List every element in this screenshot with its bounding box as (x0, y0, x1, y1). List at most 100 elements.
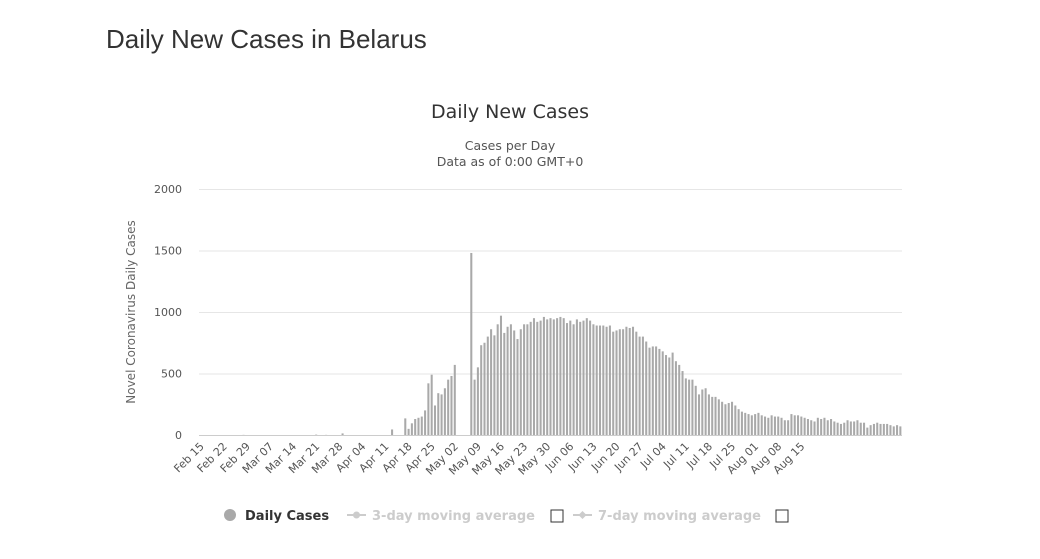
bar[interactable] (886, 423, 889, 435)
bar[interactable] (856, 420, 859, 435)
bar[interactable] (760, 415, 763, 435)
bar[interactable] (575, 319, 578, 435)
bar[interactable] (820, 419, 823, 435)
bar[interactable] (559, 316, 562, 435)
bar[interactable] (876, 422, 879, 435)
bar[interactable] (863, 422, 866, 435)
bar[interactable] (552, 319, 555, 435)
bar[interactable] (717, 399, 720, 435)
bar[interactable] (622, 329, 625, 435)
bar[interactable] (437, 393, 440, 435)
bar[interactable] (516, 339, 519, 435)
bar[interactable] (556, 318, 559, 435)
bar[interactable] (513, 330, 516, 435)
bar[interactable] (453, 364, 456, 435)
bar[interactable] (407, 428, 410, 435)
bar[interactable] (404, 418, 407, 435)
bar[interactable] (509, 324, 512, 435)
bar[interactable] (658, 348, 661, 435)
bar[interactable] (618, 329, 621, 435)
bar[interactable] (414, 419, 417, 435)
bar[interactable] (503, 332, 506, 435)
bar[interactable] (734, 405, 737, 435)
checkbox-7-day-average[interactable] (775, 509, 789, 523)
bar[interactable] (823, 417, 826, 435)
bar[interactable] (598, 325, 602, 435)
bar[interactable] (641, 336, 644, 435)
bar[interactable] (664, 355, 668, 435)
bar[interactable] (615, 330, 618, 435)
bar[interactable] (727, 403, 730, 435)
bar[interactable] (602, 325, 605, 435)
bar[interactable] (754, 414, 757, 435)
bar[interactable] (750, 415, 753, 435)
bar[interactable] (417, 417, 420, 435)
bar[interactable] (443, 388, 446, 435)
bar[interactable] (899, 426, 902, 435)
bar[interactable] (536, 321, 539, 435)
bar[interactable] (631, 326, 635, 435)
bar[interactable] (688, 379, 691, 435)
bar[interactable] (433, 405, 437, 435)
bar[interactable] (711, 396, 714, 435)
bar[interactable] (519, 329, 522, 435)
bar[interactable] (853, 421, 856, 435)
bar[interactable] (671, 352, 674, 435)
bar[interactable] (740, 411, 743, 435)
checkbox-3-day-average[interactable] (550, 509, 564, 523)
bar[interactable] (638, 336, 641, 435)
bar[interactable] (777, 416, 780, 435)
bar[interactable] (797, 415, 800, 435)
bar[interactable] (787, 420, 790, 435)
bar[interactable] (608, 325, 611, 435)
bar[interactable] (569, 320, 572, 435)
bar[interactable] (879, 423, 882, 435)
bar[interactable] (681, 371, 684, 435)
bar[interactable] (846, 420, 849, 435)
bar[interactable] (806, 419, 809, 435)
bar[interactable] (579, 321, 582, 435)
bar[interactable] (506, 326, 509, 435)
bar[interactable] (440, 394, 443, 435)
bar[interactable] (476, 367, 479, 435)
bar[interactable] (698, 394, 701, 435)
bar[interactable] (490, 329, 493, 435)
bar[interactable] (813, 421, 816, 435)
bar[interactable] (767, 417, 770, 435)
bar[interactable] (625, 326, 628, 435)
bar[interactable] (790, 414, 793, 435)
bar[interactable] (420, 416, 423, 435)
bar[interactable] (674, 361, 677, 435)
bar[interactable] (800, 416, 803, 435)
bar[interactable] (589, 320, 592, 435)
bar[interactable] (896, 425, 899, 435)
bar[interactable] (889, 425, 892, 435)
bar[interactable] (341, 433, 344, 435)
bar[interactable] (483, 342, 486, 435)
bar[interactable] (532, 318, 536, 435)
bar[interactable] (839, 423, 842, 435)
bar[interactable] (562, 318, 565, 435)
bar[interactable] (707, 394, 710, 435)
bar[interactable] (793, 415, 796, 435)
bar[interactable] (803, 417, 806, 435)
bar[interactable] (470, 252, 473, 435)
bar[interactable] (701, 389, 704, 435)
bar[interactable] (836, 422, 839, 435)
bar[interactable] (704, 388, 707, 435)
bar[interactable] (869, 425, 872, 435)
bar[interactable] (529, 321, 532, 435)
bar[interactable] (731, 401, 734, 435)
bar[interactable] (721, 401, 724, 435)
bar[interactable] (830, 419, 833, 435)
bar[interactable] (542, 316, 545, 435)
bar[interactable] (678, 364, 681, 435)
bar[interactable] (523, 324, 526, 435)
bar[interactable] (582, 320, 585, 435)
bar[interactable] (651, 346, 654, 435)
bar[interactable] (549, 318, 552, 435)
bar[interactable] (526, 324, 529, 435)
bar[interactable] (450, 375, 453, 435)
bar[interactable] (430, 374, 433, 435)
bar[interactable] (605, 326, 608, 435)
